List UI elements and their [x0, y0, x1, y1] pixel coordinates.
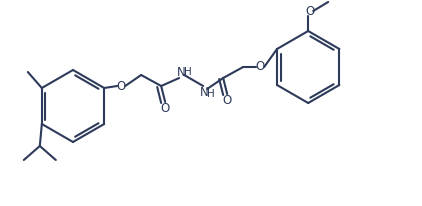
Text: O: O: [160, 102, 170, 115]
Text: O: O: [256, 59, 265, 72]
Text: O: O: [306, 5, 315, 18]
Text: H: H: [207, 89, 215, 98]
Text: N: N: [177, 66, 186, 79]
Text: O: O: [222, 94, 232, 107]
Text: N: N: [200, 86, 208, 99]
Text: H: H: [184, 67, 192, 77]
Text: O: O: [116, 80, 126, 93]
